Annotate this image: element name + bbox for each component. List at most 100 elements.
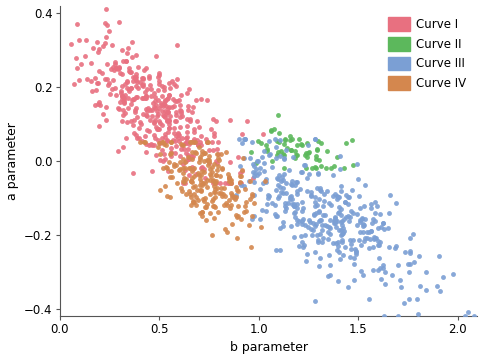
Curve IV xyxy=(200,198,208,204)
Curve I xyxy=(156,120,164,126)
Curve III xyxy=(298,239,306,244)
Curve III xyxy=(242,136,249,141)
Curve I xyxy=(178,113,186,119)
Curve I xyxy=(147,86,155,92)
Curve III xyxy=(314,171,322,177)
Curve III xyxy=(341,217,348,222)
Curve III xyxy=(314,239,322,245)
Curve III xyxy=(264,195,271,201)
Curve I xyxy=(121,81,128,87)
Curve IV xyxy=(192,184,199,189)
Curve I xyxy=(171,83,179,89)
Curve I xyxy=(118,96,126,102)
Curve III xyxy=(316,188,324,193)
Curve I xyxy=(156,105,163,111)
Curve II xyxy=(302,150,310,156)
Curve I xyxy=(116,99,124,105)
Curve I xyxy=(158,83,166,89)
Curve II xyxy=(273,152,281,158)
Curve III xyxy=(416,283,424,289)
Curve I xyxy=(128,39,135,45)
Curve III xyxy=(392,200,400,206)
Curve III xyxy=(273,175,281,181)
Curve I xyxy=(81,54,89,59)
Curve III xyxy=(324,236,331,242)
Curve I xyxy=(94,49,102,55)
Curve III xyxy=(263,201,271,207)
Curve I xyxy=(131,75,139,80)
Curve III xyxy=(316,217,324,222)
Curve I xyxy=(101,20,109,26)
Curve II xyxy=(303,154,311,159)
Curve III xyxy=(273,213,281,219)
Curve IV xyxy=(185,188,193,193)
Curve III xyxy=(371,210,379,216)
Curve III xyxy=(286,194,294,200)
Curve IV xyxy=(162,164,170,170)
Curve IV xyxy=(191,139,199,145)
Curve IV xyxy=(205,153,213,158)
Y-axis label: a parameter: a parameter xyxy=(6,122,18,200)
Curve III xyxy=(288,197,296,202)
Curve III xyxy=(290,203,298,209)
Curve I xyxy=(187,164,195,170)
Curve I xyxy=(129,75,137,80)
Curve IV xyxy=(248,213,256,219)
Curve I xyxy=(115,106,123,112)
Curve III xyxy=(286,196,294,202)
Curve I xyxy=(194,142,202,148)
Curve III xyxy=(347,242,355,247)
Curve I xyxy=(149,100,156,106)
Curve III xyxy=(422,269,430,275)
Curve I xyxy=(123,78,131,84)
Curve III xyxy=(260,148,268,154)
Curve III xyxy=(332,224,340,230)
Curve I xyxy=(130,130,138,136)
Curve IV xyxy=(240,209,247,215)
Curve I xyxy=(177,92,185,98)
Curve I xyxy=(224,180,232,186)
Curve I xyxy=(88,88,96,94)
Curve II xyxy=(342,140,350,146)
Curve III xyxy=(260,168,268,174)
Curve I xyxy=(179,161,186,167)
Curve I xyxy=(108,42,116,48)
Curve III xyxy=(335,209,343,215)
Curve I xyxy=(213,146,221,152)
Curve I xyxy=(171,98,179,104)
Curve I xyxy=(227,180,234,186)
Curve I xyxy=(127,69,134,75)
Curve I xyxy=(102,6,110,12)
Curve III xyxy=(293,188,300,194)
Curve I xyxy=(156,157,164,162)
Curve II xyxy=(291,155,298,161)
Curve III xyxy=(346,214,354,220)
Curve I xyxy=(109,86,116,92)
Curve IV xyxy=(198,213,205,219)
Curve II xyxy=(275,130,283,136)
Curve I xyxy=(155,81,163,87)
Curve II xyxy=(317,140,325,145)
Curve I xyxy=(115,65,123,71)
Curve III xyxy=(293,221,301,227)
Curve I xyxy=(141,95,148,100)
Curve I xyxy=(128,122,136,127)
Curve II xyxy=(277,148,284,154)
Curve I xyxy=(91,102,99,108)
Curve III xyxy=(311,199,319,205)
Curve IV xyxy=(166,174,173,179)
Curve I xyxy=(155,70,163,76)
Curve III xyxy=(331,192,339,197)
Curve III xyxy=(470,313,478,319)
Curve I xyxy=(142,94,150,99)
Curve III xyxy=(357,268,365,274)
Curve III xyxy=(312,298,319,304)
Curve I xyxy=(152,98,159,104)
Curve I xyxy=(178,108,185,114)
Curve I xyxy=(198,133,205,139)
Curve IV xyxy=(197,156,204,162)
Curve I xyxy=(124,105,132,111)
Curve IV xyxy=(187,194,195,200)
Curve III xyxy=(279,224,287,229)
Curve I xyxy=(118,93,126,99)
